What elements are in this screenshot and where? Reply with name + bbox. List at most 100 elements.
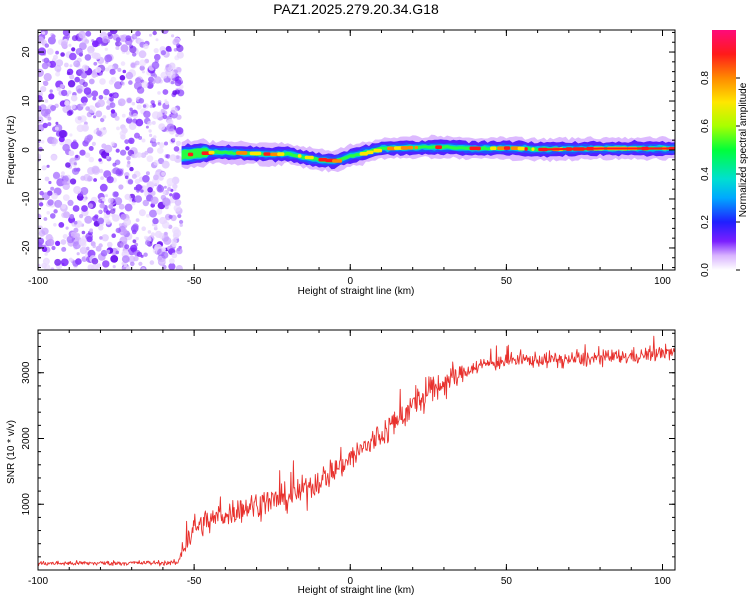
noise-speckle <box>64 100 70 106</box>
noise-speckle <box>41 31 46 35</box>
noise-speckle <box>167 187 172 192</box>
noise-speckle <box>109 30 118 35</box>
noise-speckle <box>43 80 49 87</box>
noise-speckle <box>168 214 173 219</box>
ridge-hotspot <box>517 146 525 151</box>
noise-speckle <box>69 214 75 219</box>
noise-speckle <box>101 203 105 207</box>
noise-speckle <box>163 185 167 189</box>
noise-speckle <box>173 204 181 212</box>
noise-speckle <box>124 193 131 200</box>
noise-speckle <box>102 36 110 44</box>
noise-speckle <box>160 108 165 114</box>
noise-speckle <box>114 197 123 206</box>
noise-speckle <box>38 197 43 203</box>
colorbar-ticks: 0.0 0.2 0.4 0.6 0.8 <box>700 71 740 277</box>
ridge-hotspot <box>242 151 248 155</box>
ridge-hotspot <box>497 146 506 150</box>
noise-speckle <box>79 246 88 255</box>
noise-speckle <box>91 257 99 265</box>
noise-speckle <box>149 104 153 109</box>
noise-speckle <box>67 90 72 95</box>
noise-speckle <box>72 205 80 212</box>
noise-speckle <box>175 127 184 135</box>
noise-speckle <box>117 67 122 72</box>
noise-speckle <box>126 163 131 168</box>
noise-speckle <box>38 143 41 147</box>
ridge-hotspot <box>318 157 328 162</box>
noise-speckle <box>140 152 147 158</box>
noise-speckle <box>68 43 72 47</box>
noise-speckle <box>179 219 184 225</box>
noise-speckle <box>103 96 108 101</box>
noise-speckle <box>75 154 79 159</box>
noise-speckle <box>68 216 76 224</box>
noise-speckle <box>38 202 44 207</box>
noise-speckle <box>75 258 82 265</box>
noise-speckle <box>153 48 159 54</box>
noise-speckle <box>47 116 52 121</box>
ridge-hotspot <box>263 152 271 156</box>
noise-speckle <box>64 62 69 68</box>
noise-speckle <box>98 168 104 174</box>
noise-speckle <box>132 52 137 57</box>
colorbar-tick-label: 0.2 <box>700 215 711 229</box>
noise-speckle <box>106 100 110 104</box>
noise-speckle <box>79 214 84 219</box>
noise-speckle <box>43 57 50 64</box>
noise-speckle <box>135 218 140 223</box>
noise-speckle <box>87 105 96 114</box>
noise-speckle <box>53 209 58 214</box>
noise-speckle <box>106 249 111 254</box>
noise-speckle <box>55 59 64 67</box>
noise-speckle <box>99 183 108 192</box>
noise-speckle <box>167 118 174 126</box>
ridge-hotspot <box>524 147 528 151</box>
snr-xtick-label: 0 <box>347 576 353 587</box>
noise-speckle <box>109 102 116 109</box>
ridge-hotspot <box>490 146 497 151</box>
noise-speckle <box>166 123 175 132</box>
noise-speckle <box>141 81 149 89</box>
noise-speckle <box>80 241 87 248</box>
noise-speckle <box>165 63 172 71</box>
noise-speckle <box>109 68 116 75</box>
noise-speckle <box>107 32 112 37</box>
noise-speckle <box>151 61 160 70</box>
noise-speckle <box>75 85 84 93</box>
noise-speckle <box>82 197 87 202</box>
noise-speckle <box>92 244 96 249</box>
noise-speckle <box>170 106 178 114</box>
snr-xtick-label: 100 <box>654 576 671 587</box>
noise-speckle <box>112 191 119 198</box>
noise-speckle <box>41 62 49 70</box>
noise-speckle <box>45 108 51 115</box>
noise-speckle <box>128 115 132 120</box>
snr-ytick-label: 3000 <box>21 361 32 384</box>
noise-speckle <box>48 60 57 68</box>
noise-speckle <box>119 75 126 81</box>
noise-speckle <box>162 198 171 207</box>
noise-speckle <box>84 215 93 224</box>
noise-speckle <box>79 42 87 50</box>
noise-speckle <box>151 120 156 125</box>
noise-speckle <box>147 120 153 126</box>
noise-speckle <box>124 175 129 180</box>
ridge-hotspot <box>407 145 414 150</box>
noise-speckle <box>96 127 100 131</box>
noise-speckle <box>145 240 150 246</box>
noise-speckle <box>125 50 130 55</box>
noise-speckle <box>48 180 52 185</box>
noise-speckle <box>100 117 105 123</box>
noise-speckle <box>84 152 91 158</box>
noise-speckle <box>71 167 80 175</box>
noise-speckle <box>139 65 145 71</box>
snr-xtick-label: -50 <box>187 576 202 587</box>
noise-speckle <box>124 139 130 145</box>
colorbar-label: Normalized spectral amplitude <box>738 82 749 217</box>
noise-speckle <box>143 110 151 119</box>
noise-speckle <box>46 48 54 55</box>
noise-speckle <box>154 53 161 61</box>
